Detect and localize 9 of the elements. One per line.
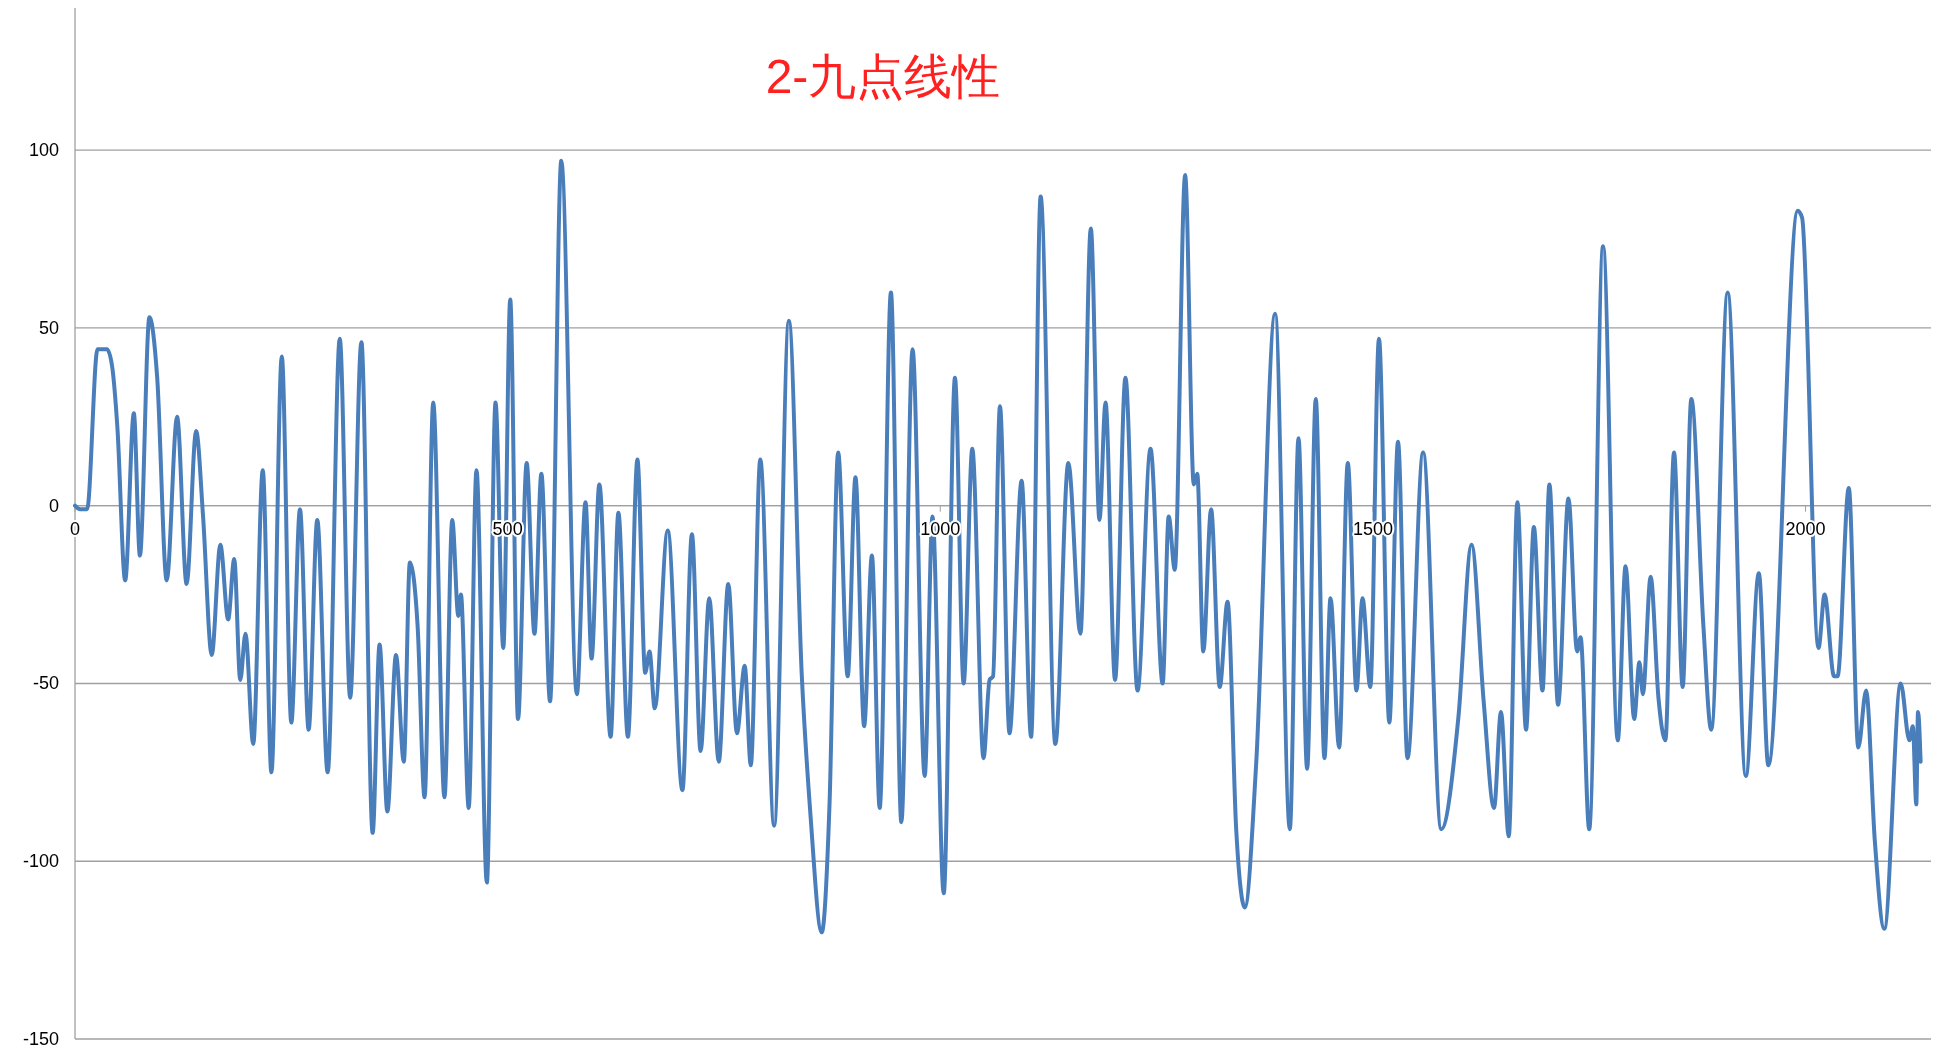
text: 2-九点线性 [765,50,1001,103]
y-tick-label: 0 [48,495,59,516]
y-tick-label: 50 [38,317,59,338]
x-tick-label: 0 [69,518,81,539]
y-tick-label: 100 [28,140,59,161]
x-tick-label: 500 [492,518,523,539]
y-tick-label: -100 [22,851,59,872]
y-tick-label: -150 [22,1029,59,1049]
y-tick-label: -50 [32,673,59,694]
